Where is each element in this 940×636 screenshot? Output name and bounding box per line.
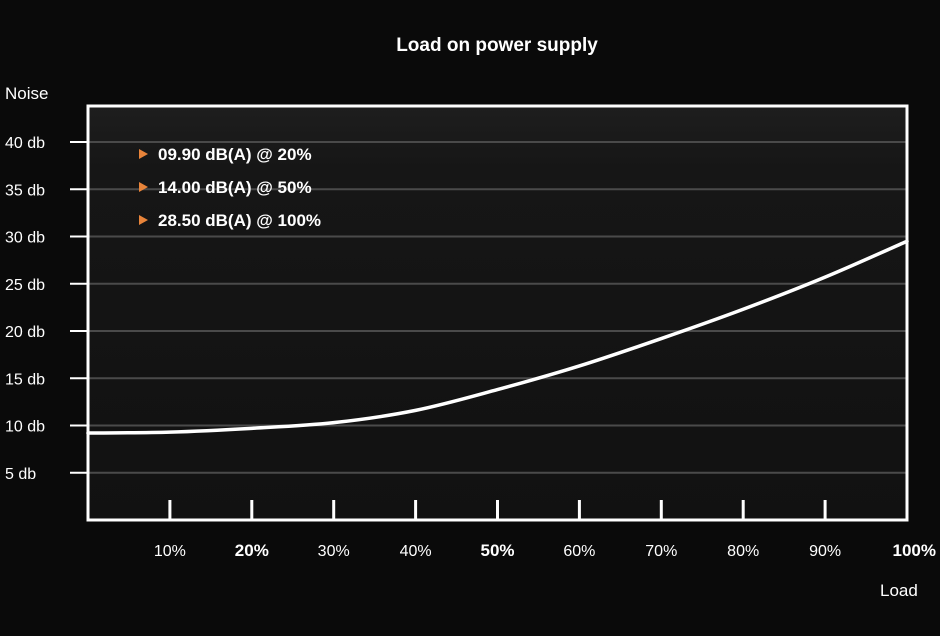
x-tick-label: 10% (154, 543, 186, 560)
x-axis-label: Load (880, 581, 918, 600)
annotation-marker-icon (139, 182, 148, 192)
y-axis-label: Noise (5, 84, 48, 103)
plot-area (88, 106, 907, 520)
chart-title: Load on power supply (396, 35, 598, 56)
y-tick-label: 10 db (5, 419, 45, 436)
x-tick-label: 50% (480, 541, 514, 560)
y-axis-ticks: 5 db 10 db 15 db 20 db 25 db 30 db 35 db 40 db (5, 135, 88, 483)
y-tick-label: 30 db (5, 230, 45, 247)
y-tick-label: 5 db (5, 466, 36, 483)
annotation-text: 28.50 dB(A) @ 100% (158, 211, 321, 230)
y-tick-label: 15 db (5, 371, 45, 388)
x-axis-ticks: 10% 20% 30% 40% 50% 60% 70% 80% 90% 100% (154, 500, 936, 560)
y-tick-label: 25 db (5, 277, 45, 294)
noise-series-line (86, 239, 909, 435)
y-tick-label: 35 db (5, 182, 45, 199)
x-tick-label: 70% (645, 543, 677, 560)
annotation-text: 14.00 dB(A) @ 50% (158, 178, 312, 197)
x-tick-label: 80% (727, 543, 759, 560)
annotation-marker-icon (139, 149, 148, 159)
x-tick-label: 60% (563, 543, 595, 560)
x-tick-label: 40% (400, 543, 432, 560)
grid-lines (88, 141, 907, 474)
annotation-list: 09.90 dB(A) @ 20% 14.00 dB(A) @ 50% 28.50 … (139, 145, 321, 230)
x-tick-label: 90% (809, 543, 841, 560)
y-tick-label: 20 db (5, 324, 45, 341)
x-tick-label: 100% (893, 541, 936, 560)
x-tick-label: 20% (235, 541, 269, 560)
plot-frame (86, 104, 909, 522)
annotation-text: 09.90 dB(A) @ 20% (158, 145, 312, 164)
x-tick-label: 30% (318, 543, 350, 560)
y-tick-label: 40 db (5, 135, 45, 152)
annotation-marker-icon (139, 215, 148, 225)
